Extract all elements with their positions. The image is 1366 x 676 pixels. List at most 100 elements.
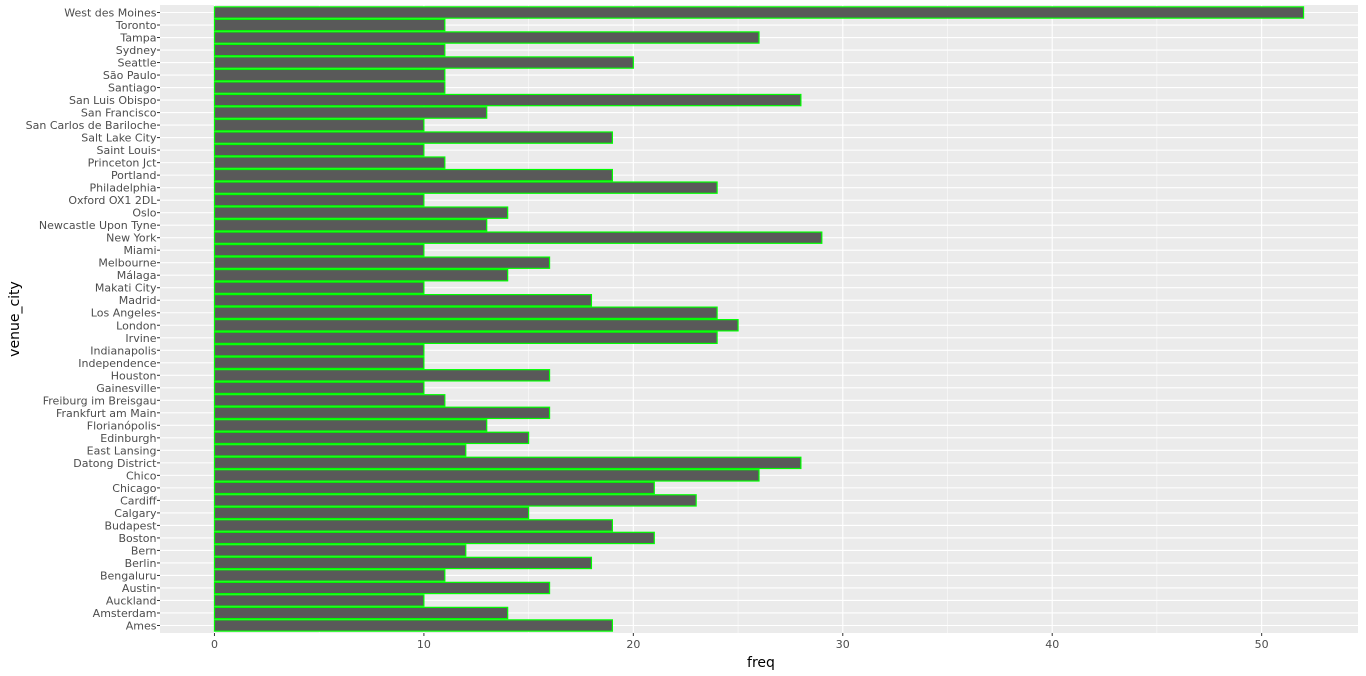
bar [213,106,488,119]
x-tick-label: 40 [1045,638,1059,651]
y-tick-label: Budapest [104,519,157,532]
x-tick-label: 30 [836,638,850,651]
y-tick-label: Salt Lake City [81,132,157,145]
x-tick-label: 10 [417,638,431,651]
y-tick-label: Oslo [132,207,156,220]
y-tick-label: Portland [111,169,157,182]
x-tick-label: 0 [211,638,218,651]
y-tick-label: East Lansing [87,444,157,457]
y-tick-label: Calgary [114,507,157,520]
y-tick-label: Cardiff [120,494,157,507]
bars [213,6,1305,632]
y-tick-label: Edinburgh [100,432,156,445]
y-tick-label: Ames [126,619,157,632]
y-tick-label: São Paulo [103,69,157,82]
bar [213,494,697,507]
bar [213,168,613,182]
y-tick-label: Los Angeles [91,307,157,320]
bar [213,531,655,545]
y-tick-label: Melbourne [98,257,156,270]
y-tick-label: Oxford OX1 2DL [68,194,157,207]
bar [213,93,802,107]
y-tick-label: Independence [78,357,156,370]
y-tick-label: Gainesville [96,382,156,395]
y-tick-label: Freiburg im Breisgau [43,394,157,407]
y-tick-label: London [116,319,156,332]
bar [213,268,509,282]
bar [213,381,425,395]
y-tick-label: San Francisco [81,107,157,120]
bar [213,431,530,445]
bar [213,243,425,257]
bar [213,581,551,595]
y-tick-label: Frankfurt am Main [56,407,157,420]
bar [213,231,823,244]
bar [213,619,613,632]
bar [213,544,467,557]
y-tick-label: Boston [118,532,156,545]
y-axis-title: venue_city [7,281,23,357]
x-axis-ticks: 0 10 20 30 40 50 [211,633,1269,651]
y-tick-label: Berlin [125,557,157,570]
bar [213,394,446,407]
bar [213,319,739,332]
y-tick-label: Amsterdam [93,607,157,620]
y-tick-label: San Carlos de Bariloche [26,119,157,132]
y-tick-label: Datong District [73,457,157,470]
bar [213,281,425,294]
y-tick-label: Chicago [112,482,156,495]
bar [213,143,425,157]
y-tick-label: Florianópolis [87,419,157,432]
y-tick-label: Philadelphia [89,182,156,195]
y-tick-label: Irvine [125,332,156,345]
y-tick-label: Saint Louis [97,144,157,157]
bar [213,118,425,132]
bar [213,331,718,344]
y-tick-label: Bern [131,544,157,557]
x-tick-label: 20 [626,638,640,651]
bar [213,506,530,520]
y-tick-label: Sydney [116,44,157,57]
bar [213,569,446,582]
bar [213,406,551,420]
x-axis-title: freq [747,655,775,671]
bar [213,56,634,69]
y-tick-label: Newcastle Upon Tyne [39,219,157,232]
y-tick-label: Miami [123,244,156,257]
bar [213,456,802,470]
bar [213,344,425,357]
bar [213,81,446,94]
y-tick-label: Austin [122,582,157,595]
y-tick-label: Auckland [106,594,157,607]
bar [213,43,446,57]
y-tick-label: Makati City [95,282,157,295]
y-tick-label: West des Moines [64,7,157,20]
y-tick-label: San Luis Obispo [69,94,157,107]
bar [213,156,446,169]
x-tick-label: 50 [1255,638,1269,651]
bar [213,519,613,532]
bar [213,294,593,307]
bar [213,481,655,495]
bar [213,594,425,607]
bar [213,256,551,269]
bar [213,444,467,457]
bar [213,31,760,44]
bar [213,556,593,570]
bar [213,18,446,32]
y-axis-ticks: AmesAmsterdamAucklandAustinBengaluruBerl… [26,7,160,632]
bar [213,419,488,432]
y-tick-label: Houston [111,369,157,382]
bar [213,6,1305,19]
bar [213,68,446,82]
y-tick-label: Toronto [115,19,157,32]
y-tick-label: Málaga [117,269,157,282]
bar [213,206,509,219]
y-tick-label: Chico [126,469,157,482]
y-tick-label: Santiago [108,82,157,95]
y-tick-label: Princeton Jct [88,157,158,170]
y-tick-label: Indianapolis [90,344,157,357]
y-tick-label: New York [106,232,157,245]
bar [213,306,718,319]
